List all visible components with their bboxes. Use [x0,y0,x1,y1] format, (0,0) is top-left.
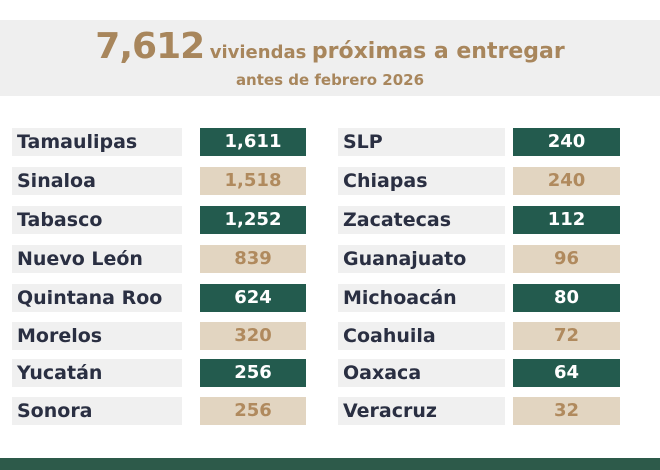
state-value: 1,518 [200,167,306,195]
headline: 7,612 viviendas próximas a entregar [0,26,660,67]
state-value: 624 [200,284,306,312]
headline-text-a: viviendas [209,42,307,63]
state-label: Yucatán [12,359,182,387]
headline-text-b: próximas a entregar [311,39,565,64]
footer-bar [0,458,660,470]
state-label: SLP [338,128,505,156]
state-value: 256 [200,359,306,387]
state-value: 1,611 [200,128,306,156]
state-label: Nuevo León [12,245,182,273]
state-label: Guanajuato [338,245,505,273]
state-value: 256 [200,397,306,425]
state-value: 112 [513,206,620,234]
state-value: 96 [513,245,620,273]
state-label: Tamaulipas [12,128,182,156]
total-count: 7,612 [95,26,205,67]
state-label: Zacatecas [338,206,505,234]
state-label: Veracruz [338,397,505,425]
state-label: Sonora [12,397,182,425]
subtitle: antes de febrero 2026 [235,71,425,89]
state-label: Michoacán [338,284,505,312]
state-value: 240 [513,167,620,195]
state-value: 32 [513,397,620,425]
state-value: 1,252 [200,206,306,234]
state-value: 320 [200,322,306,350]
state-value: 80 [513,284,620,312]
state-label: Chiapas [338,167,505,195]
state-value: 240 [513,128,620,156]
state-label: Sinaloa [12,167,182,195]
state-value: 64 [513,359,620,387]
state-label: Morelos [12,322,182,350]
state-label: Coahuila [338,322,505,350]
header-banner: 7,612 viviendas próximas a entregar ante… [0,20,660,96]
state-label: Tabasco [12,206,182,234]
state-label: Oaxaca [338,359,505,387]
state-value: 72 [513,322,620,350]
state-value: 839 [200,245,306,273]
state-label: Quintana Roo [12,284,182,312]
